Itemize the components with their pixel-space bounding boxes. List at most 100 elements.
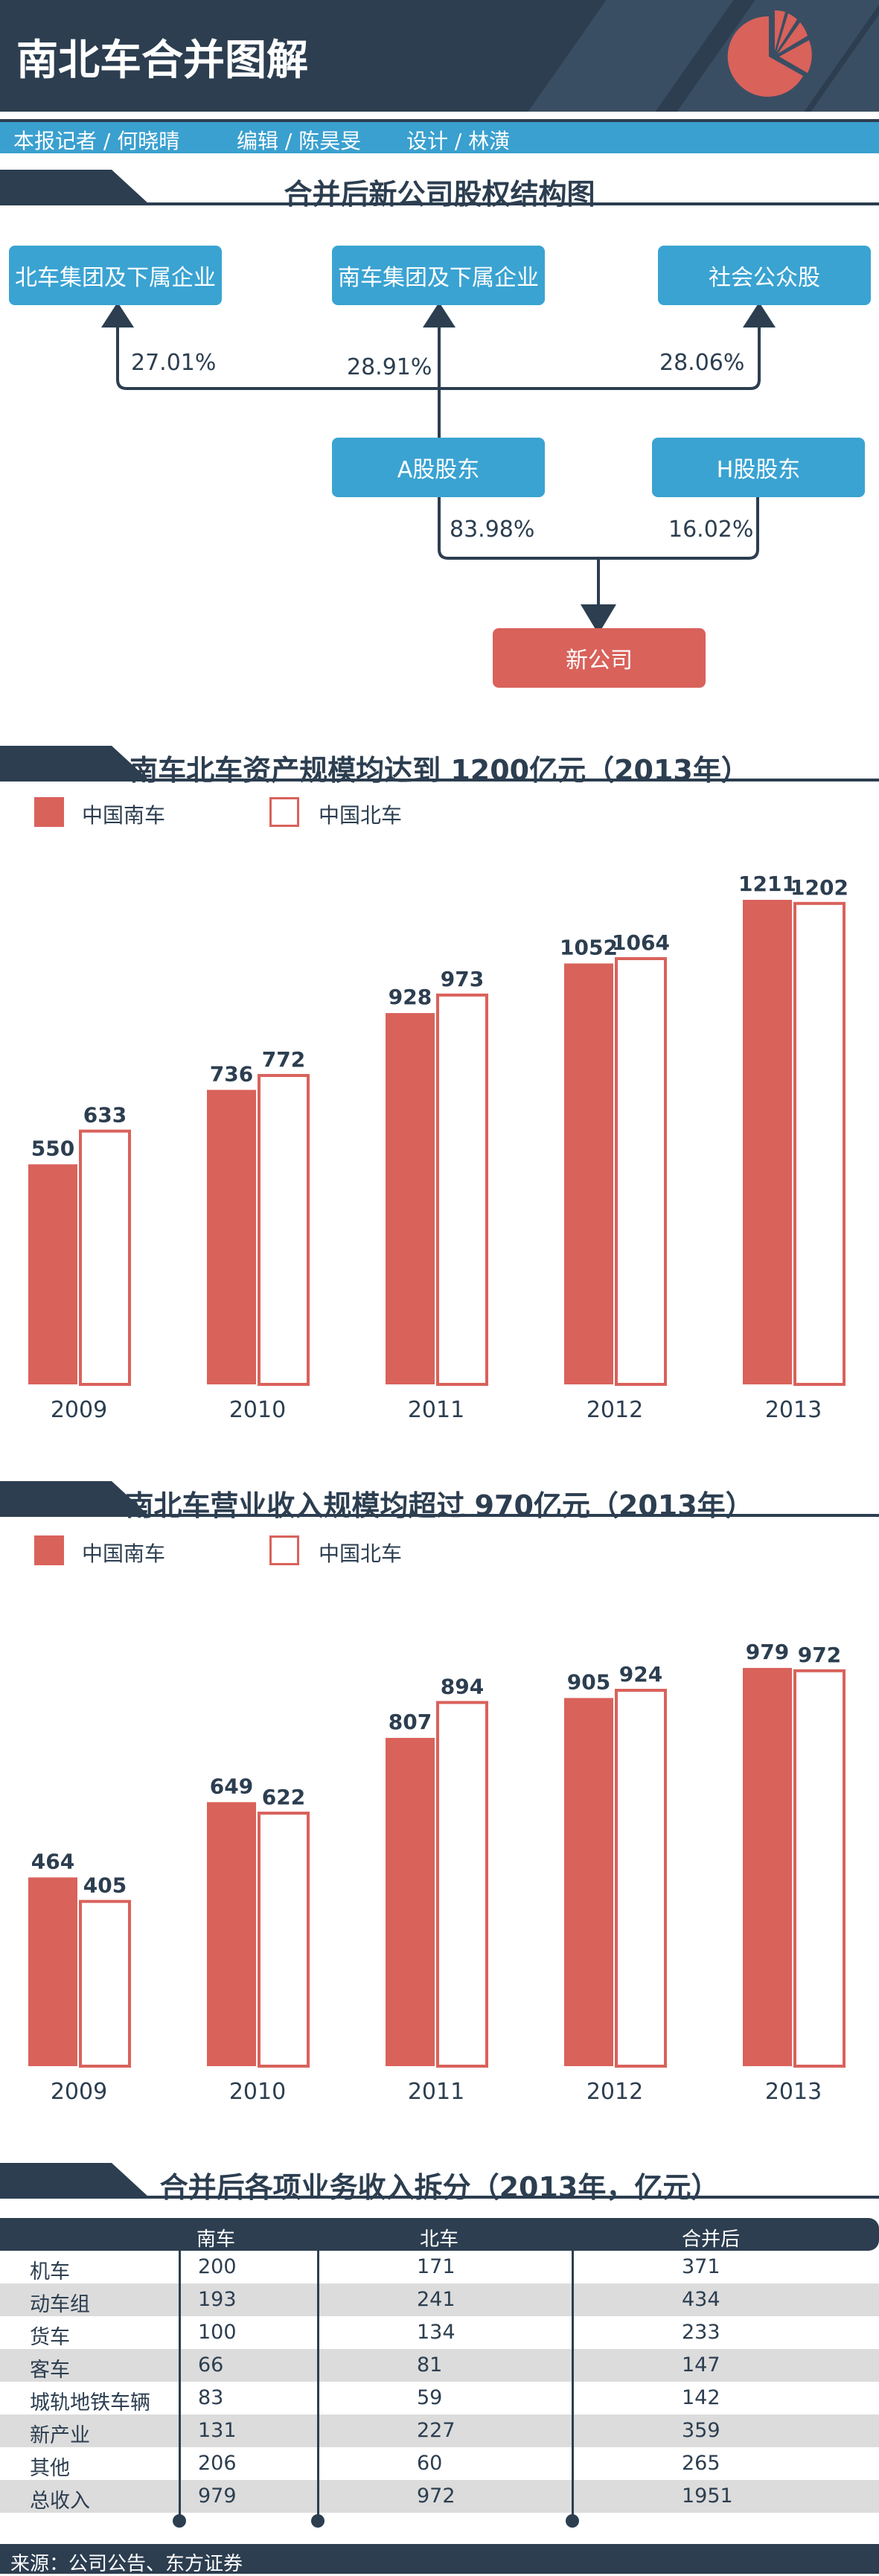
credit-design: 设计 / 林潢 (406, 129, 511, 153)
table-cell: 83 (198, 2386, 224, 2409)
table-row-shade (0, 2414, 879, 2447)
table-cell: 233 (682, 2321, 720, 2344)
table-cell: 434 (682, 2288, 720, 2311)
table-cell: 134 (417, 2321, 456, 2344)
table-cell: 227 (417, 2419, 456, 2442)
table-cell: 206 (198, 2452, 237, 2475)
legend-label-south: 中国南车 (82, 803, 166, 828)
table-row-label: 其他 (30, 2457, 70, 2480)
bar-value-label: 405 (83, 1873, 127, 1898)
table-row-label: 城轨地铁车辆 (30, 2391, 150, 2414)
bar-north-2010 (258, 1073, 310, 1386)
table-row-shade (0, 2349, 879, 2382)
table-cell: 359 (682, 2419, 720, 2442)
bar-value-label: 924 (619, 1662, 662, 1687)
legend-swatch-north (269, 797, 299, 827)
node-north: 北车集团及下属企业 (9, 246, 222, 305)
bar-north-2012 (615, 956, 667, 1387)
bar-south-2013 (743, 1667, 792, 2066)
col-header-south: 南车 (196, 2228, 235, 2251)
x-tick-label: 2009 (51, 1397, 107, 1423)
table-cell: 81 (417, 2353, 443, 2377)
table-cell: 979 (198, 2484, 237, 2508)
node-public: 社会公众股 (658, 246, 871, 305)
col-header-north: 北车 (419, 2228, 458, 2251)
table-row-label: 动车组 (30, 2293, 90, 2316)
bar-south-2012 (564, 1698, 613, 2066)
bar-value-label: 807 (389, 1710, 432, 1734)
table-row-label: 货车 (30, 2326, 70, 2349)
bar-value-label: 772 (262, 1047, 305, 1072)
bar-value-label: 649 (210, 1774, 253, 1798)
bar-value-label: 1064 (612, 930, 670, 955)
bar-value-label: 979 (746, 1640, 789, 1664)
table-cell: 193 (198, 2288, 237, 2311)
table-cell: 131 (198, 2419, 237, 2442)
table-divider-dot (311, 2514, 325, 2528)
bar-value-label: 1202 (790, 875, 848, 900)
pct-a-share: 83.98% (450, 517, 535, 543)
table-row-label: 新产业 (30, 2424, 90, 2447)
bar-north-2013 (793, 1669, 846, 2068)
x-tick-label: 2010 (229, 1397, 286, 1423)
table-cell: 59 (417, 2386, 443, 2409)
bar-value-label: 633 (83, 1103, 127, 1128)
col-header-merged: 合并后 (681, 2228, 740, 2251)
node-a-share: A股股东 (332, 438, 545, 497)
bar-north-2011 (436, 1701, 488, 2068)
legend-swatch-south (34, 797, 64, 827)
bar-north-2009 (79, 1899, 131, 2068)
node-newco: 新公司 (493, 628, 706, 688)
bar-value-label: 973 (441, 967, 484, 991)
table-divider (572, 2251, 574, 2519)
table-cell: 142 (682, 2386, 720, 2409)
table-cell: 265 (682, 2452, 720, 2475)
x-tick-label: 2012 (586, 2079, 643, 2105)
bar-value-label: 1052 (560, 935, 618, 959)
table-cell: 66 (198, 2353, 224, 2377)
bar-south-2010 (207, 1802, 256, 2066)
bar-south-2010 (207, 1090, 256, 1384)
table-cell: 200 (198, 2255, 237, 2278)
bar-value-label: 550 (31, 1136, 74, 1160)
bar-value-label: 972 (798, 1643, 841, 1667)
legend-swatch-south-2 (34, 1535, 64, 1565)
bar-north-2009 (79, 1129, 131, 1386)
page-title: 南北车合并图解 (16, 36, 308, 85)
table-cell: 147 (682, 2353, 720, 2377)
table-cell: 241 (417, 2288, 456, 2311)
table-row-label: 客车 (30, 2359, 70, 2382)
credit-editor: 编辑 / 陈昊旻 (237, 129, 362, 153)
node-h-share: H股股东 (652, 438, 865, 497)
table-cell: 100 (198, 2321, 237, 2344)
credit-reporter: 本报记者 / 何晓晴 (13, 129, 180, 153)
x-tick-label: 2010 (229, 2079, 286, 2105)
x-tick-label: 2011 (408, 1397, 464, 1423)
bar-north-2013 (793, 901, 846, 1386)
bar-value-label: 464 (31, 1849, 74, 1873)
node-south: 南车集团及下属企业 (332, 246, 545, 305)
table-cell: 171 (417, 2255, 456, 2278)
bar-value-label: 736 (210, 1061, 253, 1086)
revenue-bar-chart: 464 405 2009 649 622 2010 807 894 2011 905 924 2012… (28, 1640, 846, 2105)
table-cell: 1951 (682, 2484, 733, 2508)
x-tick-label: 2013 (765, 1397, 822, 1423)
x-tick-label: 2009 (51, 2079, 107, 2105)
pct-public: 28.06% (659, 350, 745, 376)
bar-south-2011 (386, 1013, 435, 1384)
bar-value-label: 905 (567, 1669, 610, 1694)
structure-connectors (101, 302, 776, 634)
table-cell: 371 (682, 2255, 720, 2278)
section-structure-title: 合并后新公司股权结构图 (0, 170, 879, 211)
table-row-shade (0, 2480, 879, 2513)
bar-value-label: 1211 (738, 872, 796, 896)
bar-north-2012 (615, 1689, 667, 2068)
footer-bar (0, 2544, 879, 2574)
section-assets-title: 南车北车资产规模均达到 1200亿元（2013年） (0, 746, 879, 787)
bar-south-2013 (743, 899, 792, 1384)
legend-label-north-2: 中国北车 (319, 1541, 403, 1566)
legend-swatch-north-2 (269, 1535, 299, 1565)
bar-north-2010 (258, 1812, 310, 2068)
section-revenue-title: 南北车营业收入规模均超过 970亿元（2013年） (0, 1481, 879, 1522)
